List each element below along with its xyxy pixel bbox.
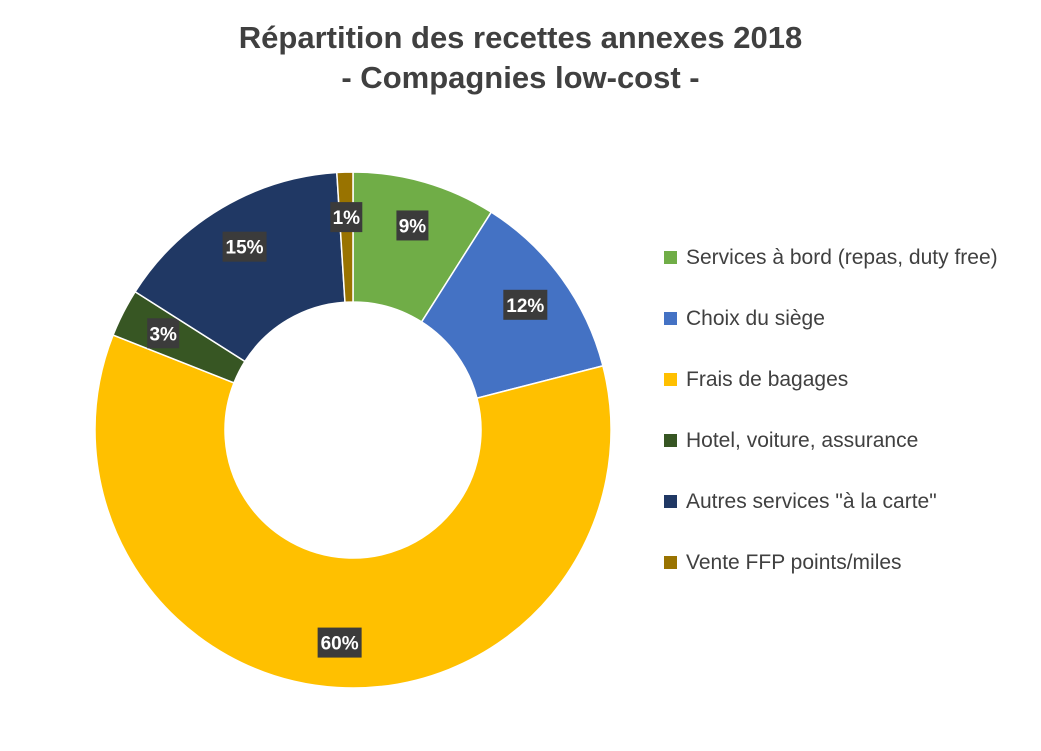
slice-frais-de-bagages	[94, 334, 612, 689]
legend-swatch	[664, 495, 677, 508]
chart-title: Répartition des recettes annexes 2018 - …	[0, 18, 1041, 99]
legend-swatch	[664, 312, 677, 325]
legend-swatch	[664, 373, 677, 386]
data-label-services-a-bord: 9%	[396, 210, 429, 241]
data-label-text: 12%	[506, 296, 544, 317]
data-label-box	[317, 627, 362, 658]
legend-item-services-a-bord: Services à bord (repas, duty free)	[664, 227, 1034, 288]
chart-title-line-1: Répartition des recettes annexes 2018	[238, 20, 803, 55]
data-label-box	[222, 231, 267, 262]
legend-label: Services à bord (repas, duty free)	[686, 245, 998, 269]
data-label-frais-de-bagages: 60%	[317, 627, 362, 658]
data-label-text: 15%	[226, 238, 264, 259]
legend-item-hotel-voiture-assurance: Hotel, voiture, assurance	[664, 410, 1034, 471]
data-label-box	[330, 202, 363, 233]
legend-item-vente-ffp: Vente FFP points/miles	[664, 532, 1034, 593]
slice-autres-services	[134, 171, 346, 363]
data-label-hotel-voiture-assurance: 3%	[147, 318, 180, 349]
data-label-text: 9%	[399, 216, 427, 237]
legend-swatch	[664, 434, 677, 447]
data-label-text: 1%	[333, 208, 361, 229]
legend-label: Frais de bagages	[686, 367, 849, 391]
data-label-box	[147, 318, 180, 349]
legend-item-choix-du-siege: Choix du siège	[664, 288, 1034, 349]
legend-label: Vente FFP points/miles	[686, 550, 902, 574]
legend-swatch	[664, 556, 677, 569]
data-label-vente-ffp: 1%	[330, 202, 363, 233]
data-label-box	[396, 210, 429, 241]
data-label-autres-services: 15%	[222, 231, 267, 262]
legend-label: Autres services "à la carte"	[686, 489, 937, 513]
legend-label: Choix du siège	[686, 306, 825, 330]
data-label-text: 60%	[321, 634, 359, 655]
legend-item-frais-de-bagages: Frais de bagages	[664, 349, 1034, 410]
data-label-box	[503, 289, 548, 320]
data-label-choix-du-siege: 12%	[503, 289, 548, 320]
legend-label: Hotel, voiture, assurance	[686, 428, 919, 452]
chart-title-line-2: - Compagnies low-cost -	[341, 60, 700, 96]
chart-legend: Services à bord (repas, duty free) Choix …	[664, 227, 1034, 593]
data-label-text: 3%	[149, 324, 177, 345]
legend-item-autres-services: Autres services "à la carte"	[664, 471, 1034, 532]
legend-swatch	[664, 251, 677, 264]
